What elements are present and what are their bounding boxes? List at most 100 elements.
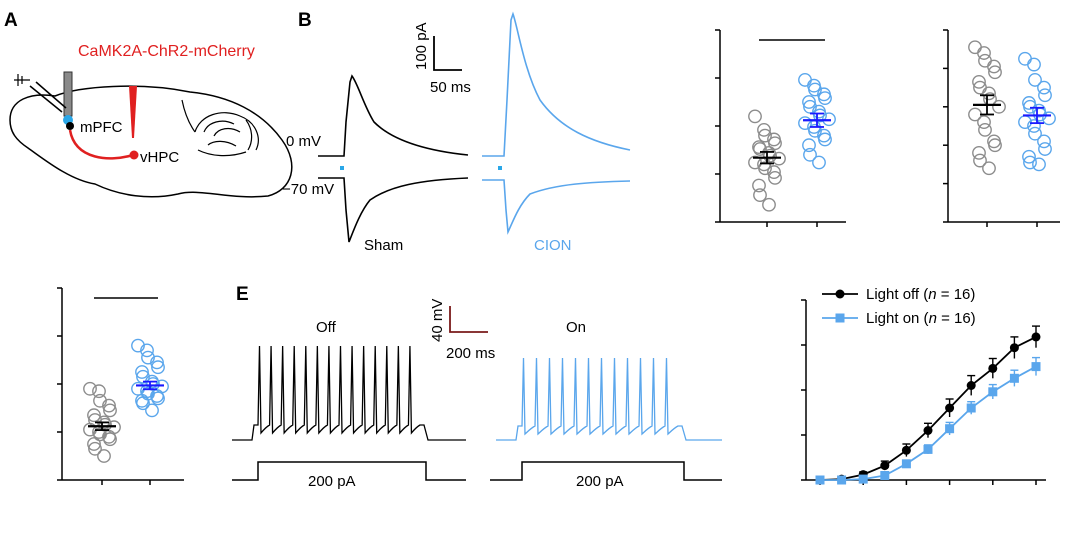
holding-0mv: 0 mV [286,133,321,150]
panel-e-letter: E [236,284,249,305]
panel-f-firing-chart: Light off (n = 16)Light on (n = 16) [801,286,1046,485]
data-point [1028,126,1042,141]
legend-marker [835,289,845,299]
legend-open: ( [919,286,928,303]
data-point [1023,99,1037,114]
line-point [858,474,868,484]
line-point [1009,373,1019,383]
line-point [901,459,911,469]
data-point [987,59,1001,74]
label-cion-b: CION [534,237,572,254]
data-point [758,128,772,143]
panel-c-oepsc-chart [943,29,1060,227]
data-point [1037,134,1051,149]
data-point [972,145,986,160]
data-point [982,161,996,176]
series-line-0 [819,336,1037,481]
legend-label: Light off (n = 16) [866,286,975,303]
sham-ipsc-trace [318,74,469,157]
brain-sulcus [181,99,196,133]
data-point [1018,51,1032,66]
scale-bar-b [433,36,462,71]
data-point [977,115,991,130]
data-point [978,53,992,68]
data-point [1027,57,1041,72]
data-point [768,170,782,185]
virus-label: CaMK2A-ChR2-mCherry [78,43,255,60]
sham-epsc-trace [318,177,469,243]
data-point [798,116,812,131]
data-point [87,437,101,451]
panel-a-letter: A [4,10,18,31]
data-point [92,384,106,399]
data-point [1022,149,1036,164]
injection-needle [129,86,137,138]
data-point [977,46,991,60]
sham-light-pulse [340,166,344,170]
mpfc-cell [66,122,74,130]
data-point [748,109,762,124]
off-spike-train [232,345,466,441]
data-point [87,408,101,423]
data-point [988,65,1002,80]
line-point [923,444,933,454]
line-point [988,363,998,373]
data-point [762,197,776,212]
data-point [136,396,150,411]
mpfc-label: mPFC [80,119,123,136]
line-point [1031,362,1041,372]
line-point [880,471,890,480]
data-point [135,365,149,379]
line-point [966,403,976,413]
brain-outline [9,85,293,198]
off-step-label: 200 pA [308,473,356,490]
line-point [945,403,955,413]
panel-b-letter: B [298,10,312,31]
data-point [818,91,832,106]
data-point [1032,157,1046,172]
line-point [945,424,955,434]
scale-bar-e [449,306,488,333]
data-point [973,153,987,168]
data-point [767,165,781,179]
legend-open: ( [919,310,928,327]
line-point [988,387,998,397]
data-point [812,155,826,170]
data-point [145,403,159,418]
legend-name: Light off [866,286,920,303]
data-point [1042,111,1056,126]
data-point [978,122,992,137]
data-point [802,95,816,109]
data-point [982,86,996,101]
legend-n-value: = 16) [937,310,976,327]
scale-bar-e-y: 40 mV [429,299,446,342]
off-current-step [232,461,466,481]
legend-label: Light on (n = 16) [866,310,976,327]
data-point [988,138,1002,153]
line-point [837,475,847,485]
data-point [151,360,165,375]
vhpc-label: vHPC [140,149,179,166]
label-sham-b: Sham [364,237,403,254]
panel-d-ie-ratio-chart [57,287,184,485]
data-point [968,40,982,55]
line-point [880,461,890,471]
line-point [1031,332,1041,342]
data-point [103,403,117,418]
label-off: Off [316,319,337,336]
legend-n-value: = 16) [937,286,976,303]
data-point [798,73,812,87]
data-point [97,449,111,463]
cion-ipsc-trace [482,11,631,157]
data-point [752,178,766,193]
data-point [803,147,817,162]
data-point [992,99,1006,114]
panel-a: A CaMK2A-ChR2-mCherry mPFC vHPC [4,10,293,198]
data-point [102,398,116,413]
data-point [813,108,827,123]
data-point [1028,73,1042,87]
holding-70mv: −70 mV [282,181,334,198]
line-point [815,475,825,485]
label-on: On [566,319,586,336]
legend-n: n [928,286,936,303]
